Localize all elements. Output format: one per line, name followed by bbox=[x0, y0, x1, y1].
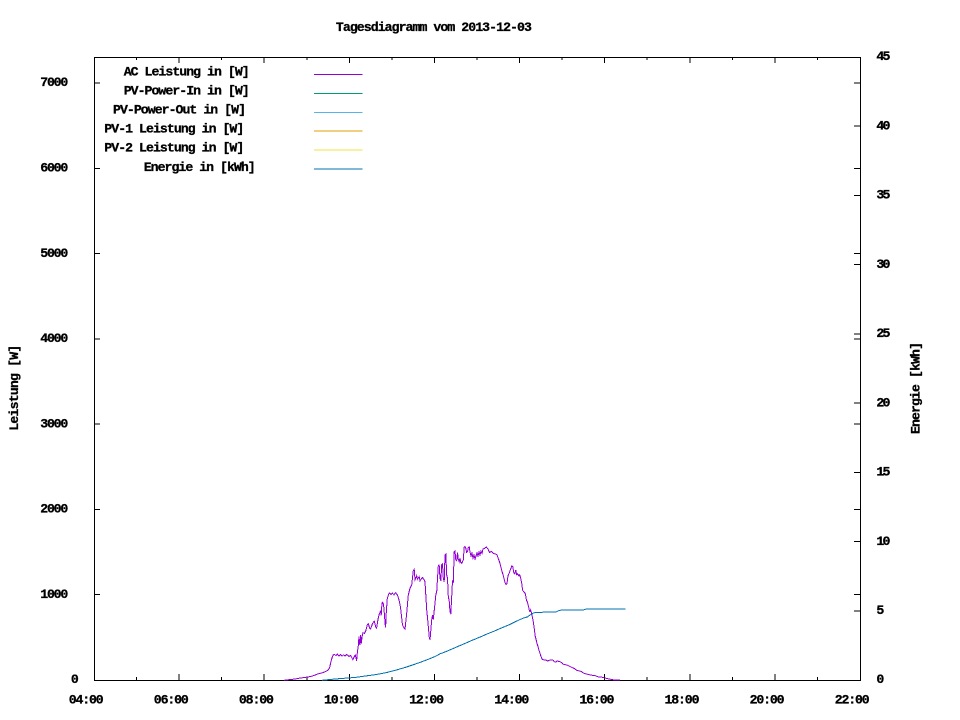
svg-text:25: 25 bbox=[876, 326, 890, 341]
svg-text:3000: 3000 bbox=[40, 416, 68, 431]
svg-text:Energie [kWh]: Energie [kWh] bbox=[909, 342, 924, 434]
svg-text:PV-2 Leistung in [W]: PV-2 Leistung in [W] bbox=[104, 141, 244, 156]
svg-text:22:00: 22:00 bbox=[835, 692, 870, 707]
svg-text:30: 30 bbox=[876, 257, 890, 272]
svg-text:0: 0 bbox=[876, 672, 884, 687]
svg-text:0: 0 bbox=[71, 672, 79, 687]
svg-text:Energie in [kWh]: Energie in [kWh] bbox=[144, 160, 256, 175]
svg-text:10: 10 bbox=[876, 534, 890, 549]
svg-text:5: 5 bbox=[876, 603, 884, 618]
svg-text:18:00: 18:00 bbox=[665, 692, 700, 707]
svg-text:12:00: 12:00 bbox=[409, 692, 444, 707]
svg-text:06:00: 06:00 bbox=[154, 692, 189, 707]
svg-text:35: 35 bbox=[876, 188, 890, 203]
svg-text:1000: 1000 bbox=[40, 587, 68, 602]
svg-text:4000: 4000 bbox=[40, 331, 68, 346]
svg-text:20: 20 bbox=[876, 395, 890, 410]
svg-text:2000: 2000 bbox=[40, 502, 68, 517]
svg-text:15: 15 bbox=[876, 465, 890, 480]
svg-text:Tagesdiagramm vom 2013-12-03: Tagesdiagramm vom 2013-12-03 bbox=[336, 20, 532, 35]
svg-text:PV-1 Leistung in [W]: PV-1 Leistung in [W] bbox=[104, 122, 244, 137]
svg-text:04:00: 04:00 bbox=[69, 692, 104, 707]
svg-text:20:00: 20:00 bbox=[750, 692, 785, 707]
svg-text:40: 40 bbox=[876, 118, 890, 133]
svg-text:14:00: 14:00 bbox=[494, 692, 529, 707]
svg-text:PV-Power-In in [W]: PV-Power-In in [W] bbox=[124, 83, 250, 98]
svg-text:16:00: 16:00 bbox=[579, 692, 614, 707]
svg-text:Leistung [W]: Leistung [W] bbox=[7, 345, 22, 431]
svg-text:6000: 6000 bbox=[40, 161, 68, 176]
svg-text:08:00: 08:00 bbox=[239, 692, 274, 707]
svg-text:PV-Power-Out in [W]: PV-Power-Out in [W] bbox=[113, 103, 246, 118]
svg-text:10:00: 10:00 bbox=[324, 692, 359, 707]
svg-text:AC Leistung in [W]: AC Leistung in [W] bbox=[124, 64, 250, 79]
svg-text:45: 45 bbox=[876, 49, 890, 64]
svg-text:5000: 5000 bbox=[40, 246, 68, 261]
svg-text:7000: 7000 bbox=[40, 75, 68, 90]
